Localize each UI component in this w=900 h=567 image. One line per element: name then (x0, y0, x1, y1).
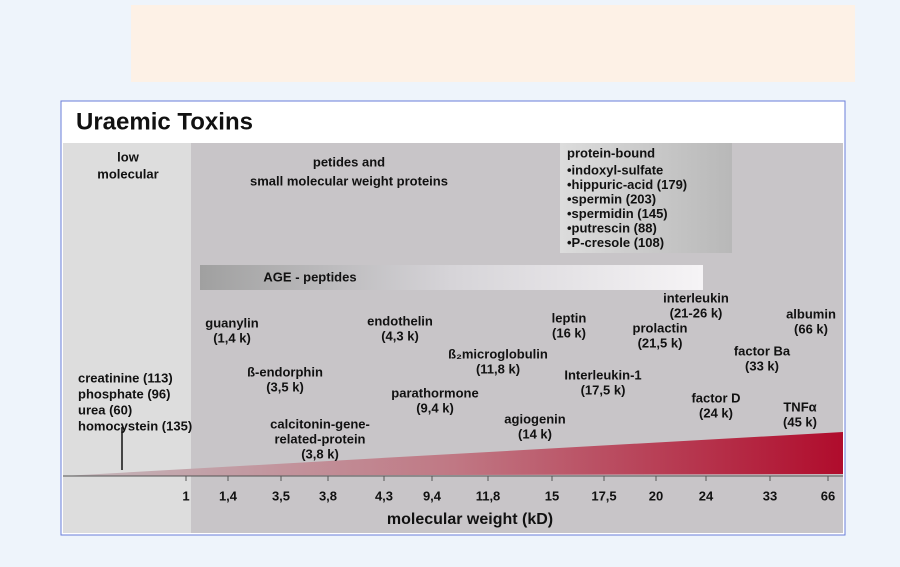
protein-bound-item: •P-cresole (108) (567, 235, 664, 250)
toxin-label: related-protein (274, 431, 365, 446)
protein-bound-item: •spermidin (145) (567, 206, 668, 221)
tick-label: 1,4 (219, 488, 238, 503)
toxin-label: ß-endorphin (247, 364, 323, 379)
tick-label: 33 (763, 488, 777, 503)
toxin-label: TNFα (783, 399, 816, 414)
region-label: small molecular weight proteins (250, 173, 448, 188)
toxin-label: (21,5 k) (638, 335, 683, 350)
header-box (131, 5, 855, 82)
tick-label: 9,4 (423, 488, 442, 503)
protein-bound-item: •indoxyl-sulfate (567, 162, 663, 177)
toxin-label: (3,5 k) (266, 379, 304, 394)
toxin-label: (33 k) (745, 358, 779, 373)
title: Uraemic Toxins (76, 108, 253, 135)
toxin-label: leptin (552, 310, 587, 325)
protein-bound-item: •hippuric-acid (179) (567, 177, 687, 192)
toxin-label: endothelin (367, 313, 433, 328)
toxin-label: prolactin (633, 320, 688, 335)
toxin-label: (4,3 k) (381, 328, 419, 343)
tick-label: 66 (821, 488, 835, 503)
region-label: protein-bound (567, 145, 655, 160)
small-molecule: creatinine (113) (78, 370, 173, 385)
toxin-label: (14 k) (518, 426, 552, 441)
toxin-label: (24 k) (699, 405, 733, 420)
age-label: AGE - peptides (263, 269, 356, 284)
toxin-label: (11,8 k) (476, 361, 520, 376)
toxin-label: Interleukin-1 (564, 367, 641, 382)
tick-label: 11,8 (476, 488, 501, 503)
toxin-label: (45 k) (783, 414, 817, 429)
toxin-label: ß₂microglobulin (448, 346, 548, 361)
toxin-label: (17,5 k) (581, 382, 626, 397)
weight-wedge (63, 432, 843, 476)
small-molecule: homocystein (135) (78, 418, 192, 433)
toxin-label: interleukin (663, 290, 729, 305)
toxin-label: (16 k) (552, 325, 586, 340)
tick-label: 17,5 (591, 488, 616, 503)
tick-label: 24 (699, 488, 714, 503)
toxin-label: (21-26 k) (670, 305, 723, 320)
toxin-label: (3,8 k) (301, 446, 339, 461)
region-label: petides and (313, 154, 385, 169)
age-bar (200, 265, 703, 290)
region-label: molecular (97, 166, 158, 181)
toxin-label: factor Ba (734, 343, 791, 358)
tick-label: 3,8 (319, 488, 337, 503)
toxin-label: (66 k) (794, 321, 828, 336)
small-molecule: phosphate (96) (78, 386, 170, 401)
tick-label: 3,5 (272, 488, 290, 503)
region-label: low (117, 149, 140, 164)
tick-label: 20 (649, 488, 663, 503)
protein-bound-item: •putrescin (88) (567, 220, 657, 235)
tick-label: 4,3 (375, 488, 393, 503)
tick-label: 15 (545, 488, 559, 503)
low-region (63, 143, 191, 533)
toxin-label: (1,4 k) (213, 330, 251, 345)
protein-bound-item: •spermin (203) (567, 191, 656, 206)
axis-title: molecular weight (kD) (387, 511, 553, 528)
tick-label: 1 (182, 488, 189, 503)
toxin-label: agiogenin (504, 411, 565, 426)
toxin-label: albumin (786, 306, 836, 321)
toxin-label: guanylin (205, 315, 259, 330)
toxin-label: factor D (691, 390, 740, 405)
toxin-label: (9,4 k) (416, 400, 454, 415)
toxin-label: parathormone (391, 385, 478, 400)
small-molecule: urea (60) (78, 402, 132, 417)
toxin-label: calcitonin-gene- (270, 416, 370, 431)
protein-bound-box (560, 143, 732, 253)
